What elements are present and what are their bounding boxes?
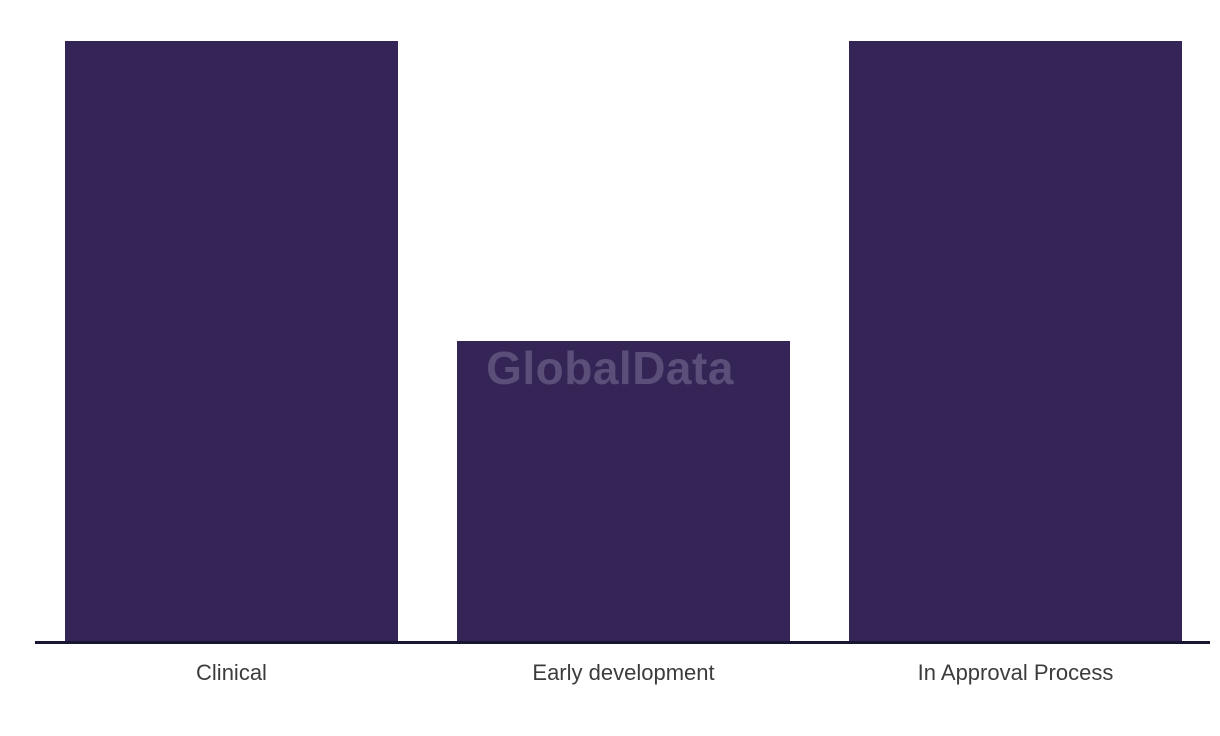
bar-in-approval-process [849, 41, 1182, 641]
bar-clinical [65, 41, 398, 641]
x-label-clinical: Clinical [196, 660, 267, 685]
x-label-early-development: Early development [532, 660, 715, 685]
bar-early-development [457, 341, 790, 641]
x-label-in-approval-process: In Approval Process [917, 660, 1114, 685]
x-axis-line [35, 641, 1210, 644]
